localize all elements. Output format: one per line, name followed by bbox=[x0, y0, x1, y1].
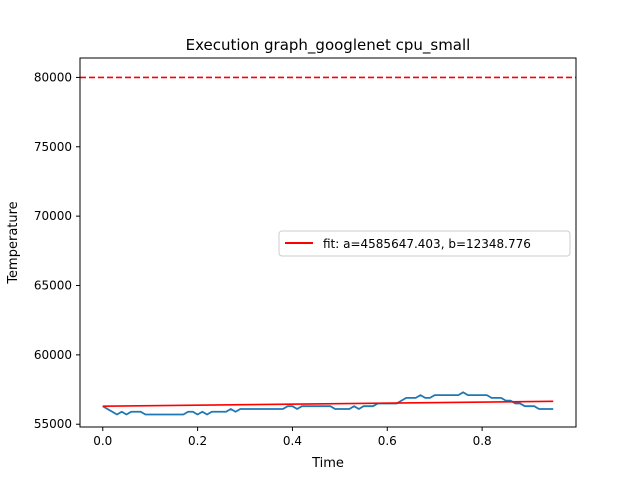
y-tick-label: 70000 bbox=[34, 209, 72, 223]
series-line-fit bbox=[102, 400, 554, 407]
x-axis-ticks: 0.0 0.2 0.4 0.6 0.8 bbox=[93, 427, 492, 448]
y-tick-label: 75000 bbox=[34, 140, 72, 154]
y-tick-label: 60000 bbox=[34, 348, 72, 362]
y-axis-label: Temperature bbox=[6, 201, 21, 284]
y-axis-ticks: 55000 60000 65000 70000 75000 80000 bbox=[34, 70, 80, 431]
x-tick-label: 0.2 bbox=[188, 434, 207, 448]
y-tick-label: 80000 bbox=[34, 70, 72, 84]
x-tick-label: 0.6 bbox=[378, 434, 397, 448]
x-tick-label: 0.0 bbox=[93, 434, 112, 448]
x-axis-label: Time bbox=[311, 456, 344, 471]
legend-label-fit: fit: a=4585647.403, b=12348.776 bbox=[323, 237, 531, 251]
y-tick-label: 55000 bbox=[34, 417, 72, 431]
chart-title: Execution graph_googlenet cpu_small bbox=[186, 36, 471, 55]
plot-layer bbox=[80, 76, 576, 416]
series-line-temperature bbox=[102, 391, 554, 416]
x-tick-label: 0.8 bbox=[473, 434, 492, 448]
legend-box bbox=[278, 230, 571, 257]
axes-frame bbox=[79, 57, 577, 428]
y-tick-label: 65000 bbox=[34, 279, 72, 293]
x-tick-label: 0.4 bbox=[283, 434, 302, 448]
legend: fit: a=4585647.403, b=12348.776 bbox=[278, 230, 571, 257]
